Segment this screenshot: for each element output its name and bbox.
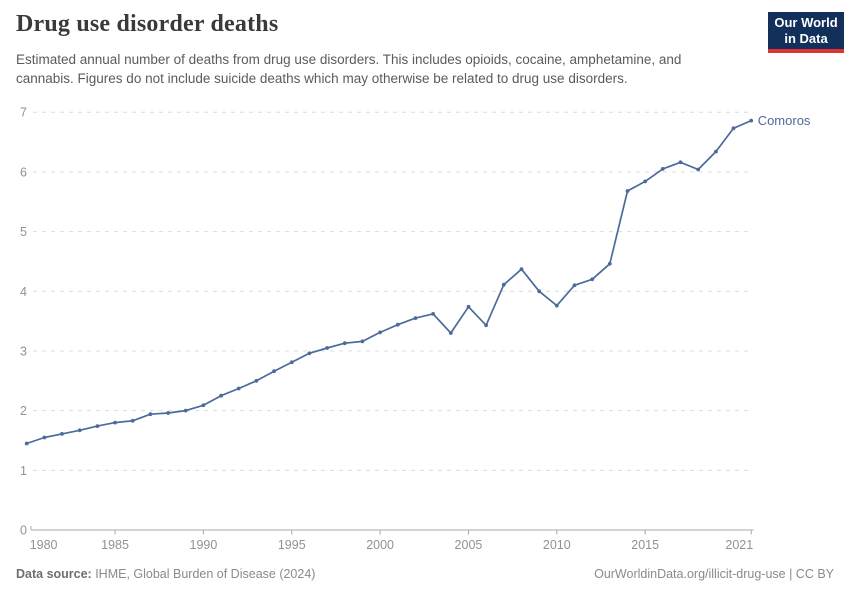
y-axis-tick-label: 1 bbox=[20, 464, 27, 478]
data-point[interactable] bbox=[643, 179, 648, 184]
data-point[interactable] bbox=[113, 420, 117, 425]
chart-title: Drug use disorder deaths bbox=[16, 11, 279, 37]
data-point[interactable] bbox=[660, 167, 665, 171]
data-point[interactable] bbox=[696, 167, 701, 172]
data-point[interactable] bbox=[95, 424, 100, 428]
data-point[interactable] bbox=[60, 432, 64, 436]
data-point[interactable] bbox=[731, 126, 736, 131]
owid-logo-line1: Our World bbox=[774, 15, 838, 30]
line-series-comoros[interactable] bbox=[25, 119, 753, 445]
data-point[interactable] bbox=[236, 386, 241, 391]
data-point[interactable] bbox=[607, 261, 612, 266]
data-point[interactable] bbox=[431, 312, 435, 316]
x-axis-tick-label: 1985 bbox=[101, 538, 129, 552]
data-point[interactable] bbox=[307, 351, 312, 356]
data-point[interactable] bbox=[201, 403, 206, 408]
data-point[interactable] bbox=[24, 441, 29, 446]
x-axis-tick-label: 1990 bbox=[190, 538, 218, 552]
y-axis-tick-label: 3 bbox=[20, 344, 27, 358]
data-point[interactable] bbox=[625, 189, 630, 193]
data-point[interactable] bbox=[554, 303, 559, 308]
data-point[interactable] bbox=[395, 322, 400, 327]
data-point[interactable] bbox=[289, 360, 294, 365]
data-point[interactable] bbox=[413, 316, 418, 320]
y-axis-tick-label: 5 bbox=[20, 225, 27, 239]
x-axis-tick-label: 2005 bbox=[455, 538, 483, 552]
data-point[interactable] bbox=[342, 341, 347, 346]
x-axis-tick-label: 1995 bbox=[278, 538, 306, 552]
y-axis-tick-label: 7 bbox=[20, 106, 27, 120]
y-axis-tick-label: 0 bbox=[20, 524, 27, 538]
data-point[interactable] bbox=[130, 418, 135, 423]
data-point[interactable] bbox=[678, 160, 683, 165]
data-point[interactable] bbox=[219, 393, 224, 398]
data-point[interactable] bbox=[714, 149, 718, 154]
data-point[interactable] bbox=[484, 323, 488, 328]
x-axis-tick-label: 2021 bbox=[725, 538, 753, 552]
x-axis-tick-label: 2010 bbox=[543, 538, 571, 552]
x-axis-tick-label: 2015 bbox=[631, 538, 659, 552]
data-point[interactable] bbox=[537, 289, 542, 294]
y-axis-tick-label: 6 bbox=[20, 165, 27, 179]
data-point[interactable] bbox=[42, 435, 47, 440]
y-axis-tick-label: 2 bbox=[20, 404, 27, 418]
x-axis-tick-label: 1980 bbox=[30, 538, 58, 552]
data-point[interactable] bbox=[501, 282, 506, 287]
data-point[interactable] bbox=[77, 428, 82, 433]
data-point[interactable] bbox=[272, 369, 276, 374]
data-point[interactable] bbox=[166, 411, 171, 415]
owid-logo-line2: in Data bbox=[784, 31, 828, 46]
series-end-label[interactable]: Comoros bbox=[758, 113, 811, 128]
data-point[interactable] bbox=[254, 378, 259, 383]
x-axis-tick-label: 2000 bbox=[366, 538, 394, 552]
data-point[interactable] bbox=[749, 118, 754, 123]
data-source: Data source: IHME, Global Burden of Dise… bbox=[16, 567, 315, 581]
data-point[interactable] bbox=[360, 339, 365, 344]
data-source-label: Data source: bbox=[16, 567, 92, 581]
data-point[interactable] bbox=[183, 408, 188, 413]
data-point[interactable] bbox=[325, 346, 329, 350]
data-point[interactable] bbox=[448, 331, 453, 335]
footer-link[interactable]: OurWorldinData.org/illicit-drug-use | CC… bbox=[594, 567, 834, 581]
data-point[interactable] bbox=[466, 304, 471, 309]
chart-subtitle: Estimated annual number of deaths from d… bbox=[16, 52, 682, 86]
data-point[interactable] bbox=[572, 283, 577, 288]
owid-logo[interactable]: Our World in Data bbox=[768, 12, 844, 53]
data-point[interactable] bbox=[148, 412, 153, 417]
y-axis-tick-label: 4 bbox=[20, 285, 27, 299]
data-point[interactable] bbox=[378, 330, 382, 335]
data-point[interactable] bbox=[519, 267, 524, 272]
data-point[interactable] bbox=[590, 277, 595, 282]
data-source-text: IHME, Global Burden of Disease (2024) bbox=[91, 567, 316, 581]
